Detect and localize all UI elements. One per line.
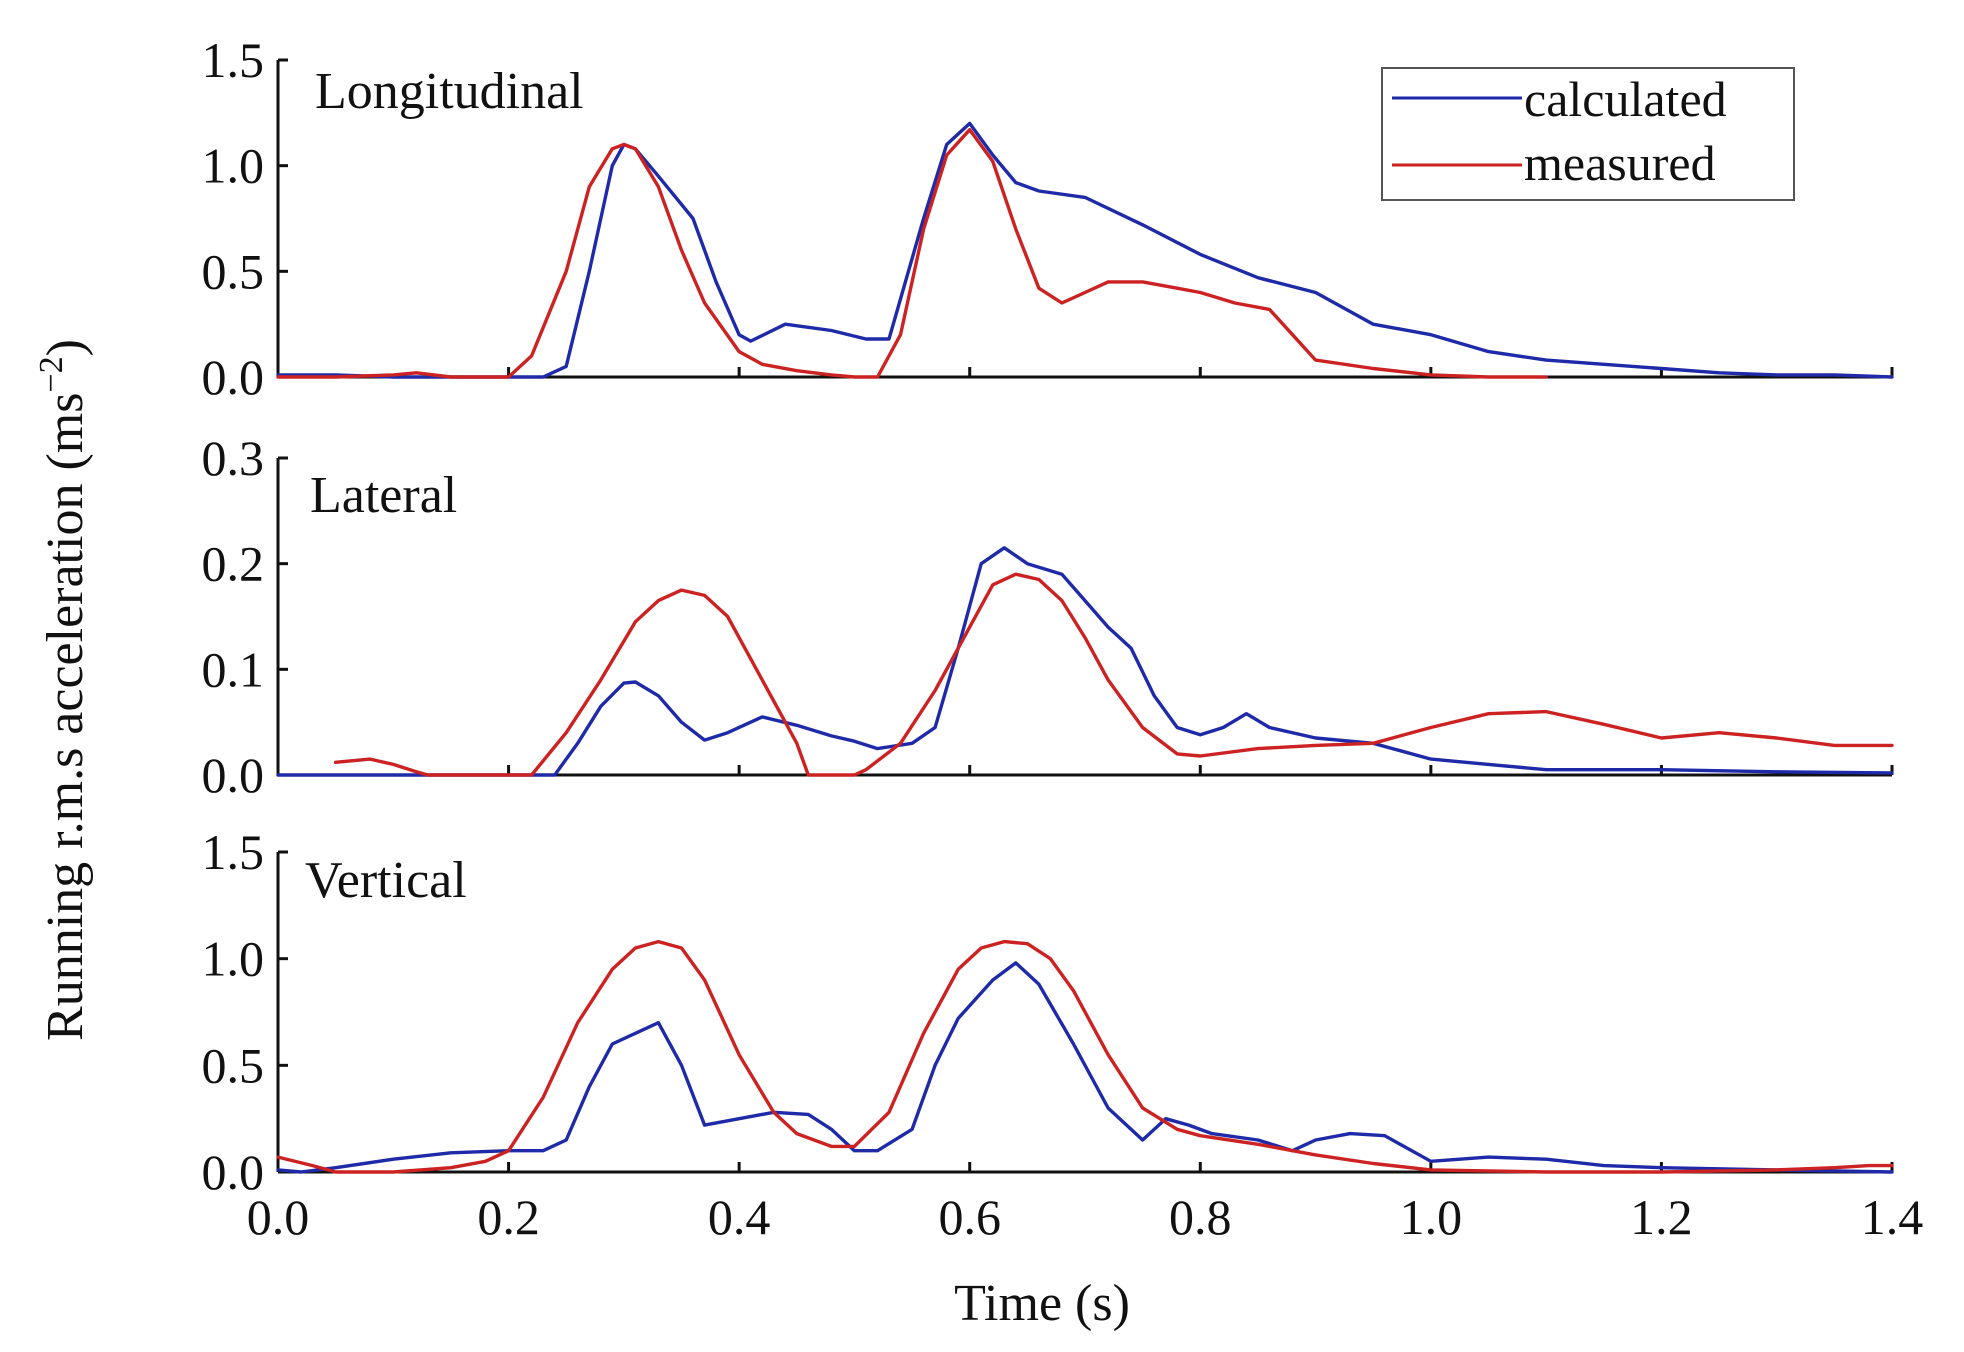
panel-lateral: 0.0 0.1 0.2 0.3 Lateral bbox=[202, 430, 1894, 803]
legend-box bbox=[1381, 67, 1795, 201]
y-tick-label: 0.1 bbox=[202, 641, 265, 697]
legend-label-calculated: calculated bbox=[1524, 71, 1727, 127]
chart-panels: 0.0 0.5 1.0 1.5 Longitudinal 0.0 0.1 0.2 0.3 Late… bbox=[202, 32, 1894, 1200]
y-tick-label: 0.3 bbox=[202, 430, 265, 486]
y-tick-label: 0.5 bbox=[202, 243, 265, 299]
y-axis-label-close: ) bbox=[37, 339, 94, 356]
y-tick-label: 1.5 bbox=[202, 32, 265, 88]
x-tick-label: 0.8 bbox=[1169, 1189, 1232, 1245]
series-measured-lateral bbox=[333, 572, 1894, 777]
x-tick-label: 1.0 bbox=[1400, 1189, 1463, 1245]
x-tick-label: 1.4 bbox=[1861, 1189, 1924, 1245]
x-axis-label: Time (s) bbox=[954, 1275, 1130, 1332]
x-tick-label: 0.6 bbox=[938, 1189, 1001, 1245]
panel-label: Vertical bbox=[305, 852, 467, 909]
y-tick-label: 1.0 bbox=[202, 138, 265, 194]
y-tick-label: 0.5 bbox=[202, 1037, 265, 1093]
series-calculated-vertical bbox=[276, 961, 1894, 1174]
x-tick-label: 0.2 bbox=[477, 1189, 540, 1245]
y-tick-label: 0.0 bbox=[202, 747, 265, 803]
y-tick-label: 1.5 bbox=[202, 824, 265, 880]
y-axis-label-exponent: −2 bbox=[33, 356, 70, 392]
legend: calculated measured bbox=[1381, 67, 1795, 201]
x-axis: 0.0 0.2 0.4 0.6 0.8 1.0 1.2 1.4 bbox=[247, 1189, 1924, 1245]
panel-label: Lateral bbox=[310, 467, 457, 524]
panel-label: Longitudinal bbox=[315, 63, 584, 120]
panel-vertical: 0.0 0.5 1.0 1.5 Vertical bbox=[202, 824, 1894, 1200]
x-tick-label: 0.4 bbox=[708, 1189, 771, 1245]
series-measured-vertical bbox=[276, 939, 1894, 1174]
y-axis-label-text: Running r.m.s acceleration (ms bbox=[37, 393, 94, 1041]
x-tick-label: 0.0 bbox=[247, 1189, 310, 1245]
y-tick-label: 0.0 bbox=[202, 1144, 265, 1200]
y-tick-label: 0.2 bbox=[202, 536, 265, 592]
y-tick-label: 0.0 bbox=[202, 349, 265, 405]
y-axis-label: Running r.m.s acceleration (ms−2) bbox=[33, 339, 94, 1041]
series-calculated-longitudinal bbox=[276, 121, 1894, 379]
series-measured-longitudinal bbox=[276, 127, 1548, 379]
legend-label-measured: measured bbox=[1524, 135, 1716, 191]
y-tick-label: 1.0 bbox=[202, 931, 265, 987]
x-tick-label: 1.2 bbox=[1630, 1189, 1693, 1245]
series-calculated-lateral bbox=[276, 546, 1894, 777]
panel-longitudinal: 0.0 0.5 1.0 1.5 Longitudinal bbox=[202, 32, 1894, 405]
